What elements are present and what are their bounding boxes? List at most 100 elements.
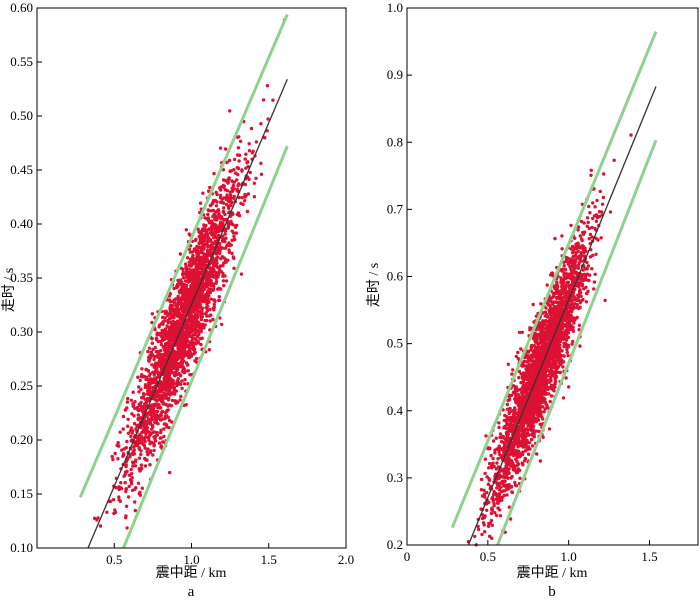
scatter-point-b	[536, 418, 540, 422]
scatter-point-a	[152, 448, 156, 453]
scatter-point-b	[587, 204, 591, 209]
scatter-point-a	[206, 245, 210, 249]
scatter-point-a	[176, 294, 180, 298]
scatter-point-b	[592, 280, 597, 284]
scatter-point-a	[170, 299, 174, 304]
scatter-point-b	[517, 375, 521, 380]
scatter-point-a	[210, 229, 214, 234]
scatter-point-a	[111, 457, 115, 462]
scatter-point-a	[178, 345, 182, 349]
scatter-point-a	[151, 453, 155, 457]
scatter-point-a	[160, 394, 164, 398]
scatter-point-a	[178, 297, 182, 302]
scatter-point-a	[151, 380, 155, 385]
scatter-point-a	[200, 229, 204, 233]
scatter-point-b	[496, 457, 500, 461]
scatter-point-b	[513, 480, 517, 485]
scatter-point-a	[233, 171, 238, 175]
scatter-point-a	[129, 426, 133, 430]
scatter-point-a	[242, 199, 247, 203]
scatter-point-b	[566, 345, 571, 349]
scatter-point-a	[131, 464, 135, 468]
scatter-point-a	[160, 397, 164, 402]
scatter-point-a	[202, 252, 206, 257]
scatter-point-b	[595, 198, 599, 203]
scatter-point-a	[235, 223, 239, 228]
scatter-point-a	[167, 335, 171, 340]
scatter-point-b	[580, 254, 584, 258]
scatter-point-a	[155, 409, 160, 414]
scatter-point-a	[136, 413, 140, 417]
scatter-point-a	[219, 269, 223, 274]
scatter-point-a	[164, 351, 168, 355]
scatter-point-a	[224, 279, 229, 283]
scatter-point-a	[124, 487, 128, 491]
scatter-point-b	[562, 264, 566, 268]
scatter-point-a	[204, 311, 208, 315]
scatter-point-a	[198, 250, 202, 255]
scatter-point-a	[152, 412, 156, 416]
scatter-point-b	[549, 356, 553, 361]
scatter-point-a	[187, 275, 191, 279]
scatter-point-b	[505, 485, 509, 489]
scatter-point-a	[134, 440, 138, 444]
scatter-point-b	[601, 195, 606, 200]
scatter-point-b	[514, 401, 518, 405]
scatter-point-a	[134, 427, 138, 431]
scatter-point-a	[217, 286, 221, 290]
scatter-point-a	[166, 314, 170, 318]
scatter-point-b	[608, 210, 613, 214]
scatter-point-a	[250, 151, 254, 155]
scatter-point-a	[205, 234, 210, 239]
scatter-point-a	[167, 384, 172, 388]
scatter-point-a	[150, 363, 154, 367]
scatter-point-b	[538, 459, 543, 463]
scatter-point-a	[192, 352, 196, 356]
scatter-point-a	[192, 247, 197, 251]
scatter-point-a	[202, 286, 206, 291]
scatter-point-a	[168, 470, 172, 475]
scatter-point-b	[542, 386, 546, 390]
scatter-point-a	[163, 417, 167, 421]
scatter-point-b	[573, 262, 577, 267]
scatter-point-a	[175, 367, 180, 372]
scatter-point-a	[147, 389, 152, 393]
scatter-point-b	[578, 344, 582, 348]
scatter-point-a	[167, 346, 171, 351]
scatter-point-b	[510, 461, 515, 465]
scatter-point-b	[562, 344, 566, 349]
scatter-point-a	[126, 417, 130, 421]
scatter-point-a	[208, 185, 212, 190]
scatter-point-a	[143, 405, 147, 409]
scatter-point-b	[570, 244, 575, 249]
scatter-point-a	[105, 510, 109, 514]
scatter-point-b	[560, 234, 564, 238]
scatter-point-b	[513, 469, 517, 473]
scatter-point-a	[171, 365, 175, 370]
scatter-point-b	[562, 354, 566, 358]
scatter-point-a	[228, 195, 233, 199]
scatter-point-b	[569, 265, 573, 269]
scatter-point-a	[144, 397, 148, 402]
scatter-point-a	[159, 436, 163, 440]
scatter-point-a	[128, 429, 133, 433]
scatter-point-a	[116, 457, 120, 461]
scatter-point-b	[551, 291, 555, 295]
scatter-point-a	[183, 325, 187, 329]
scatter-point-a	[232, 266, 236, 270]
scatter-point-b	[564, 259, 568, 264]
scatter-point-b	[553, 379, 558, 384]
scatter-point-a	[117, 498, 121, 502]
scatter-point-b	[578, 288, 582, 292]
scatter-point-b	[517, 330, 522, 335]
scatter-point-b	[524, 410, 528, 414]
x-tick-label-a: 0.5	[106, 552, 122, 567]
scatter-point-b	[629, 133, 633, 137]
scatter-point-b	[551, 306, 556, 311]
scatter-point-a	[126, 424, 130, 428]
scatter-point-b	[498, 432, 503, 436]
scatter-point-b	[570, 309, 574, 313]
scatter-point-b	[538, 345, 542, 350]
scatter-point-a	[239, 272, 244, 276]
